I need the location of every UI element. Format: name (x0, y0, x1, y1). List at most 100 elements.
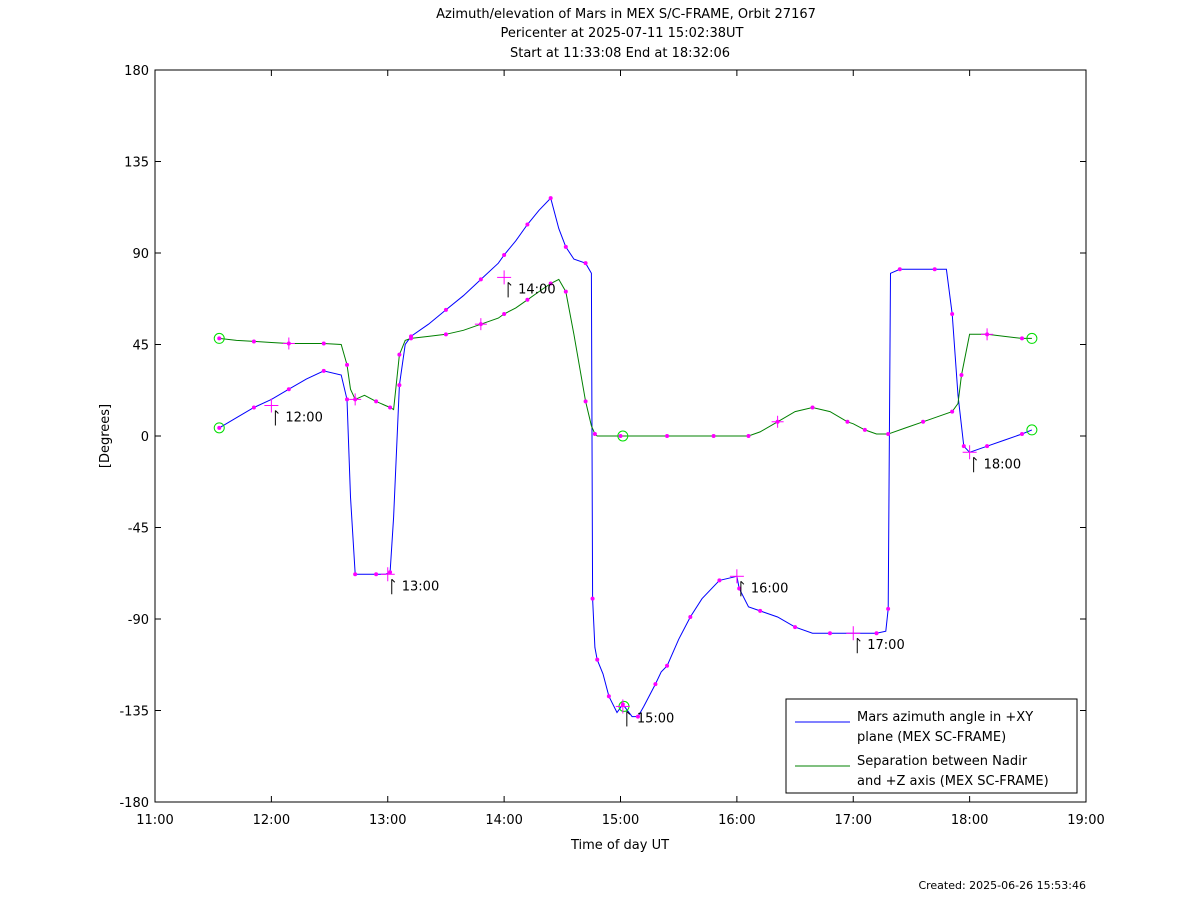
data-point-azimuth (1019, 431, 1024, 436)
chart-title: Azimuth/elevation of Mars in MEX S/C-FRA… (436, 7, 816, 22)
x-tick-label: 13:00 (369, 813, 406, 828)
created-timestamp: Created: 2025-06-26 15:53:46 (918, 879, 1086, 892)
data-point-separation (502, 312, 507, 316)
y-tick-label: -180 (119, 796, 149, 811)
hour-tick-pointer-head (740, 580, 745, 585)
x-tick-label: 12:00 (253, 813, 290, 828)
orbit-endpoint-marker (617, 430, 629, 442)
data-point-separation (563, 289, 568, 294)
chart-subtitle-2: Start at 11:33:08 End at 18:32:06 (510, 46, 730, 61)
data-point-azimuth (525, 222, 530, 227)
data-point-azimuth (548, 196, 553, 201)
data-point-azimuth (286, 387, 291, 392)
series-line-separation (219, 278, 1032, 437)
data-point-separation (525, 297, 530, 302)
legend-label-separation-2: and +Z axis (MEX SC-FRAME) (857, 774, 1049, 789)
data-point-separation (548, 281, 553, 286)
orbit-endpoint-marker (1026, 332, 1038, 344)
data-point-azimuth (985, 444, 990, 449)
hour-tick-pointer-head (275, 410, 279, 414)
data-point-azimuth (583, 261, 588, 266)
data-point-azimuth (606, 694, 611, 699)
y-tick-label: 45 (132, 339, 149, 354)
hour-annotation-label: 16:00 (751, 581, 788, 596)
data-point-separation (251, 339, 256, 344)
y-tick-label: 90 (132, 247, 149, 262)
axes: 11:00 12:00 13:00 14:00 15:00 16:00 17:00 18:00… (119, 64, 1104, 828)
data-point-azimuth (827, 631, 832, 636)
hour-tick-pointer-head (626, 711, 631, 715)
data-point-separation (886, 431, 891, 436)
data-point-azimuth (251, 405, 256, 410)
data-point-azimuth (897, 267, 902, 272)
data-point-azimuth (635, 714, 640, 719)
hour-annotation-label: 12:00 (285, 411, 322, 426)
data-point-azimuth (737, 586, 742, 591)
data-point-separation (592, 431, 597, 436)
hour-annotation-label: 14:00 (518, 282, 555, 297)
legend-label-separation-1: Separation between Nadir (857, 754, 1028, 769)
data-point-separation (583, 399, 588, 404)
legend: Mars azimuth angle in +XY plane (MEX SC-… (785, 698, 1078, 794)
y-tick-label: -90 (128, 613, 149, 628)
x-axis-label: Time of day UT (570, 838, 669, 853)
y-tick-label: 0 (141, 430, 149, 445)
data-point-azimuth (502, 253, 507, 258)
x-tick-label: 15:00 (602, 813, 639, 828)
orbit-endpoint-marker (1026, 424, 1038, 436)
x-tick-label: 19:00 (1067, 813, 1104, 828)
data-point-azimuth (688, 614, 693, 619)
data-point-separation (959, 373, 964, 377)
data-point-azimuth (590, 596, 595, 601)
data-point-separation (1019, 336, 1024, 341)
data-point-azimuth (874, 631, 879, 636)
legend-label-azimuth-2: plane (MEX SC-FRAME) (857, 730, 1006, 745)
data-point-azimuth (478, 277, 483, 282)
data-point-azimuth (665, 663, 670, 668)
data-point-azimuth (653, 682, 658, 687)
hour-tick-pointer-head (973, 456, 977, 461)
data-point-azimuth (353, 572, 358, 577)
data-point-separation (862, 427, 867, 432)
data-point-separation (321, 341, 326, 346)
data-point-azimuth (886, 606, 891, 611)
data-point-azimuth (950, 312, 955, 316)
y-tick-label: -135 (119, 705, 149, 720)
legend-box (785, 698, 1078, 794)
data-point-separation (217, 336, 222, 341)
data-point-azimuth (345, 397, 350, 402)
data-point-azimuth (758, 608, 763, 613)
x-tick-label: 18:00 (951, 813, 988, 828)
data-point-azimuth (595, 657, 600, 662)
chart-subtitle-1: Pericenter at 2025-07-11 15:02:38UT (500, 26, 743, 41)
data-point-separation (810, 405, 815, 410)
data-point-azimuth (563, 244, 568, 249)
y-tick-label: 135 (124, 156, 149, 171)
data-point-azimuth (717, 578, 722, 583)
series-line-azimuth (218, 197, 1033, 718)
hour-tick-pointer-head (856, 637, 861, 642)
hour-annotation-label: 17:00 (867, 638, 904, 653)
annotation-layer: 12:00 13:00 14:00 15:00 16:00 17:00 18:00 (264, 270, 1021, 727)
data-point-azimuth (793, 625, 798, 630)
data-point-azimuth (374, 572, 379, 577)
data-point-separation (845, 419, 850, 424)
data-point-separation (665, 434, 670, 438)
data-point-azimuth (388, 570, 393, 575)
hour-annotation-label: 18:00 (984, 457, 1021, 472)
data-point-azimuth (961, 444, 966, 449)
data-point-azimuth (443, 307, 448, 312)
hour-annotation-label: 15:00 (637, 711, 674, 726)
y-tick-label: 180 (124, 64, 149, 79)
hour-tick-pointer-head (507, 282, 512, 286)
data-point-separation (618, 434, 623, 438)
data-point-separation (921, 419, 926, 424)
data-point-separation (409, 336, 414, 341)
data-point-separation (397, 352, 402, 357)
data-point-separation (388, 405, 393, 410)
hour-annotation-label: 13:00 (402, 579, 439, 594)
legend-label-azimuth-1: Mars azimuth angle in +XY (857, 710, 1033, 725)
orbit-endpoint-marker (213, 332, 225, 344)
data-point-azimuth (217, 425, 222, 430)
